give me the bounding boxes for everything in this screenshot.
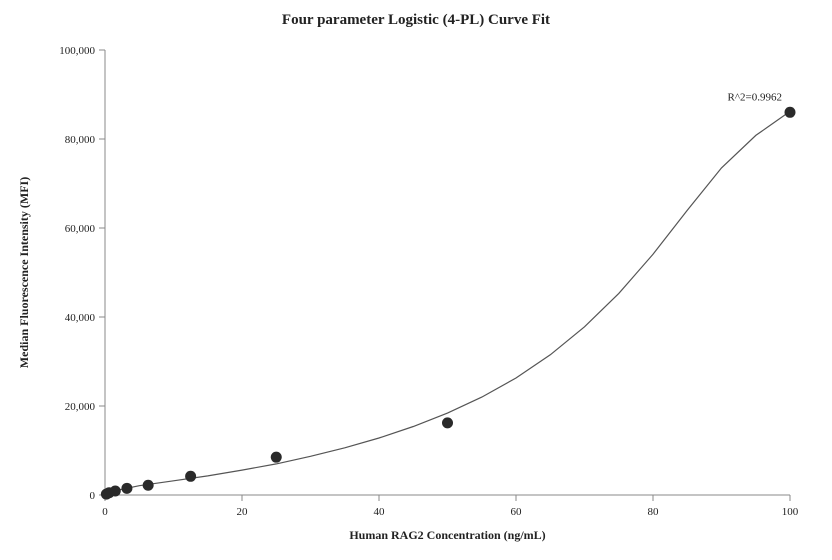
chart-svg: Four parameter Logistic (4-PL) Curve Fit… (0, 0, 832, 560)
y-tick-label: 60,000 (65, 223, 96, 235)
data-point (785, 107, 796, 118)
data-point (442, 417, 453, 428)
y-tick-label: 100,000 (59, 45, 95, 57)
data-point (110, 485, 121, 496)
x-tick-label: 100 (782, 506, 799, 518)
y-axis-label: Median Fluorescence Intensity (MFI) (17, 177, 31, 368)
fit-curve (105, 111, 790, 492)
data-point (185, 471, 196, 482)
data-point (121, 483, 132, 494)
data-point (143, 480, 154, 491)
x-tick-label: 80 (648, 506, 660, 518)
x-tick-label: 60 (511, 506, 523, 518)
data-point (271, 452, 282, 463)
x-tick-label: 0 (102, 506, 108, 518)
chart-container: Four parameter Logistic (4-PL) Curve Fit… (0, 0, 832, 560)
y-tick-label: 20,000 (65, 401, 96, 413)
y-tick-label: 0 (90, 490, 96, 502)
y-tick-label: 80,000 (65, 134, 96, 146)
x-tick-label: 20 (237, 506, 249, 518)
x-tick-label: 40 (374, 506, 386, 518)
y-tick-label: 40,000 (65, 312, 96, 324)
r-squared-annotation: R^2=0.9962 (728, 91, 782, 103)
chart-title: Four parameter Logistic (4-PL) Curve Fit (282, 12, 550, 28)
x-axis-label: Human RAG2 Concentration (ng/mL) (349, 528, 545, 542)
